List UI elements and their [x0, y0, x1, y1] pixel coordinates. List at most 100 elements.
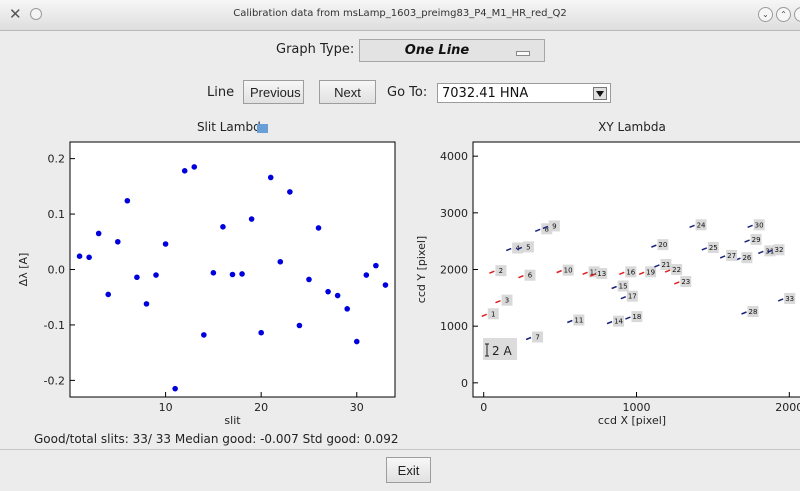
point-label: 8 [544, 225, 548, 233]
data-point [353, 338, 360, 345]
data-point [344, 306, 351, 312]
window-menu-icon[interactable] [30, 8, 42, 20]
point-label-box [657, 239, 669, 251]
point-label: 15 [619, 283, 628, 291]
y-axis-label: ccd Y [pixel] [415, 236, 428, 303]
window-titlebar: ✕ Calibration data from msLamp_1603_prei… [0, 0, 800, 31]
goto-value: 7032.41 HNA [442, 86, 529, 101]
data-point [611, 285, 617, 290]
data-point [172, 385, 178, 392]
point-label-box [707, 241, 719, 253]
point-label: 19 [646, 268, 655, 276]
data-point [76, 253, 83, 259]
goto-label: Go To: [387, 85, 428, 100]
point-label-box [573, 314, 585, 326]
x-tick-label: 1000 [623, 401, 651, 414]
point-label-box [750, 234, 762, 246]
data-point [525, 336, 532, 341]
data-point [767, 249, 773, 253]
data-point [481, 313, 488, 317]
graph-type-label: Graph Type: [276, 42, 355, 57]
chart-icon [257, 124, 268, 133]
point-label-box [695, 219, 707, 231]
y-tick-label: 0.2 [48, 153, 66, 166]
x-tick-label: 2000 [775, 401, 800, 414]
data-point [306, 276, 312, 283]
data-point [701, 247, 708, 251]
data-point [542, 225, 549, 230]
data-point [674, 281, 680, 285]
point-label-box [773, 244, 785, 256]
point-label: 11 [574, 317, 583, 325]
data-point [315, 225, 322, 231]
data-point [651, 244, 657, 248]
data-point [741, 311, 747, 315]
chart-title: XY Lambda [598, 120, 666, 134]
point-label-box [548, 220, 560, 232]
point-label: 24 [697, 221, 706, 229]
point-label-box [747, 306, 759, 317]
close-icon[interactable]: ✕ [9, 5, 22, 23]
data-point [363, 272, 370, 278]
data-point [258, 329, 264, 336]
data-point [105, 291, 112, 298]
point-label: 2 [499, 267, 503, 275]
data-point [744, 239, 750, 243]
scale-legend-box [483, 338, 517, 360]
point-label: 29 [752, 236, 761, 244]
data-point [582, 271, 588, 276]
point-label-box [495, 265, 507, 277]
data-point [606, 320, 613, 325]
point-label-box [588, 266, 600, 278]
point-label: 28 [749, 308, 758, 316]
data-point [620, 296, 627, 300]
slit-lambda-chart: Slit Lambda 10 20 30 -0.2 -0.1 0.0 0.1 0.2 slit Δλ… [17, 120, 396, 427]
data-point [191, 164, 198, 170]
data-point [534, 228, 541, 232]
data-point [689, 224, 695, 228]
chart-title: Slit Lambda [197, 120, 268, 134]
y-tick-label: -0.2 [44, 374, 65, 387]
y-tick-label: 0 [461, 377, 468, 390]
data-point [114, 238, 121, 245]
data-point [143, 301, 150, 307]
goto-select[interactable]: 7032.41 HNA [437, 83, 611, 103]
scale-label: 2 A [492, 344, 512, 358]
dropdown-arrow-icon[interactable] [593, 87, 607, 100]
point-label-box [625, 266, 637, 278]
point-label: 21 [661, 261, 670, 269]
shade-button[interactable]: ◦ [794, 7, 800, 22]
data-point [229, 271, 236, 278]
point-label-box [617, 280, 629, 292]
point-label-box [753, 219, 765, 231]
point-label: 20 [658, 241, 667, 249]
data-point [556, 269, 562, 274]
previous-button[interactable]: Previous [243, 80, 304, 104]
data-point [162, 241, 169, 247]
data-point [181, 168, 188, 174]
divider [0, 449, 800, 450]
data-point [248, 216, 255, 222]
y-tick-label: 3000 [440, 207, 468, 220]
point-label: 3 [505, 297, 509, 305]
data-point [567, 319, 573, 324]
point-label-box [631, 311, 643, 323]
exit-button[interactable]: Exit [386, 457, 431, 483]
y-tick-label: 4000 [440, 150, 468, 163]
minimize-button[interactable]: ⌄ [758, 7, 773, 22]
maximize-button[interactable]: ⌃ [776, 7, 791, 22]
data-point [201, 332, 207, 338]
next-button[interactable]: Next [319, 80, 376, 104]
graph-type-option-menu[interactable]: One Line [359, 39, 545, 62]
point-label-box [487, 308, 499, 320]
point-label: 32 [775, 246, 784, 254]
point-label: 13 [597, 270, 606, 278]
x-tick-label: 20 [254, 401, 268, 414]
data-point [747, 224, 753, 228]
x-tick-label: 30 [350, 401, 364, 414]
point-label-box [613, 315, 625, 327]
data-point [95, 230, 102, 237]
data-point [625, 316, 631, 320]
point-label: 18 [632, 313, 641, 321]
plot-area [472, 141, 800, 398]
